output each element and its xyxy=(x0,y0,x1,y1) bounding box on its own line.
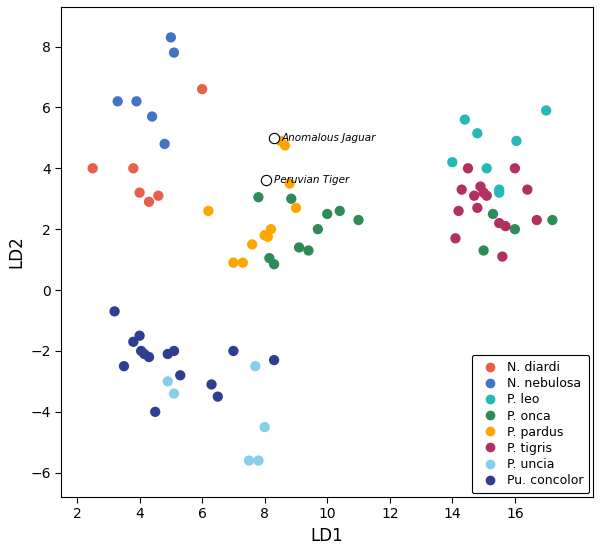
Point xyxy=(479,246,488,255)
Point xyxy=(286,194,296,203)
Point xyxy=(254,456,263,465)
Point xyxy=(262,176,271,185)
Point xyxy=(548,216,557,225)
Y-axis label: LD2: LD2 xyxy=(7,236,25,268)
Point xyxy=(110,307,119,316)
Point xyxy=(354,216,364,225)
Point xyxy=(213,392,223,401)
Point xyxy=(451,234,460,243)
Point xyxy=(294,243,304,252)
Point xyxy=(128,164,138,173)
Point xyxy=(335,206,344,215)
Point xyxy=(473,129,482,137)
Point xyxy=(494,185,504,194)
Point xyxy=(238,258,248,267)
Point xyxy=(136,347,146,355)
Point xyxy=(322,210,332,219)
X-axis label: LD1: LD1 xyxy=(311,527,344,545)
Point xyxy=(144,353,154,362)
Point xyxy=(88,164,97,173)
Point xyxy=(135,331,145,340)
Point xyxy=(175,371,185,380)
Point xyxy=(541,106,551,115)
Point xyxy=(113,97,122,106)
Point xyxy=(469,192,479,200)
Point xyxy=(291,204,301,213)
Point xyxy=(454,206,463,215)
Point xyxy=(497,252,507,261)
Point xyxy=(285,179,295,188)
Point xyxy=(169,347,179,355)
Point xyxy=(169,48,179,57)
Point xyxy=(479,188,488,197)
Point xyxy=(207,380,217,389)
Point xyxy=(476,182,485,191)
Point xyxy=(482,192,491,200)
Point xyxy=(512,136,521,145)
Point xyxy=(254,193,263,201)
Point xyxy=(229,258,238,267)
Point xyxy=(135,188,145,197)
Point xyxy=(488,210,498,219)
Point xyxy=(166,33,176,42)
Point xyxy=(139,349,149,358)
Point xyxy=(229,347,238,355)
Point xyxy=(266,225,276,233)
Text: Peruvian Tiger: Peruvian Tiger xyxy=(274,176,349,185)
Point xyxy=(244,456,254,465)
Point xyxy=(510,225,520,233)
Point xyxy=(119,362,129,370)
Point xyxy=(269,355,279,364)
Point xyxy=(280,141,290,150)
Point xyxy=(473,204,482,213)
Legend: N. diardi, N. nebulosa, P. leo, P. onca, P. pardus, P. tigris, P. uncia, Pu. con: N. diardi, N. nebulosa, P. leo, P. onca,… xyxy=(472,355,589,493)
Point xyxy=(144,198,154,206)
Point xyxy=(128,337,138,346)
Point xyxy=(265,254,274,263)
Point xyxy=(247,240,257,249)
Point xyxy=(163,377,173,386)
Point xyxy=(269,260,279,269)
Point xyxy=(263,232,272,241)
Point xyxy=(131,97,141,106)
Point xyxy=(163,349,173,358)
Point xyxy=(510,164,520,173)
Point xyxy=(154,192,163,200)
Point xyxy=(532,216,542,225)
Point xyxy=(494,188,504,197)
Point xyxy=(448,158,457,167)
Point xyxy=(197,84,207,93)
Point xyxy=(160,140,169,148)
Point xyxy=(275,136,285,145)
Point xyxy=(269,134,279,142)
Point xyxy=(260,423,269,432)
Point xyxy=(482,164,491,173)
Point xyxy=(494,219,504,227)
Point xyxy=(457,185,467,194)
Point xyxy=(151,407,160,416)
Point xyxy=(260,231,269,240)
Text: Anomalous Jaguar: Anomalous Jaguar xyxy=(282,133,376,143)
Point xyxy=(169,389,179,398)
Point xyxy=(203,206,213,215)
Point xyxy=(148,112,157,121)
Point xyxy=(313,225,323,233)
Point xyxy=(523,185,532,194)
Point xyxy=(460,115,470,124)
Point xyxy=(463,164,473,173)
Point xyxy=(251,362,260,370)
Point xyxy=(500,222,510,231)
Point xyxy=(304,246,313,255)
